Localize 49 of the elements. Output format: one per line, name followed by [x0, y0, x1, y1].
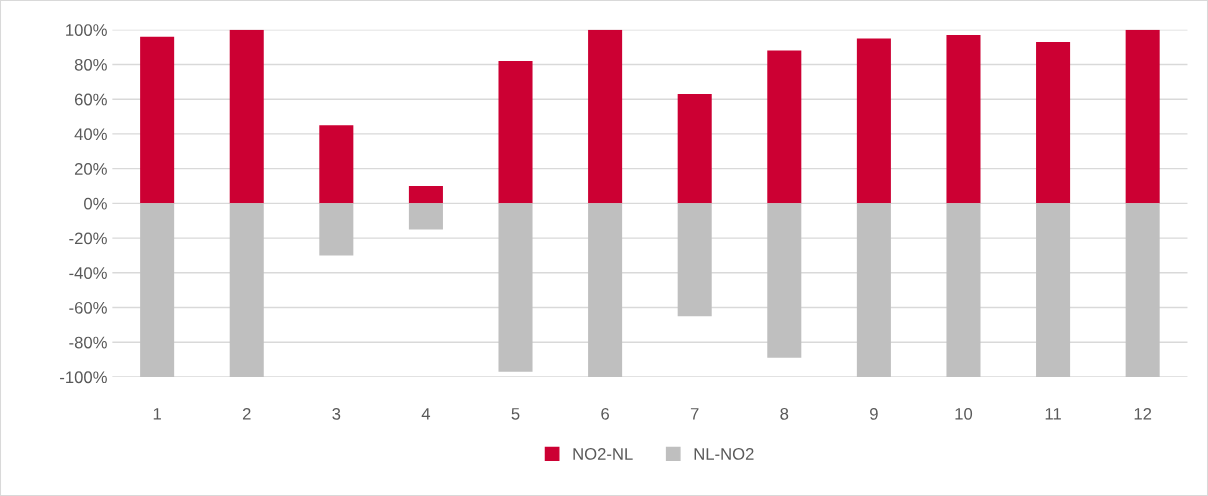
x-tick-label: 7: [690, 408, 699, 420]
bar: [1125, 29, 1160, 204]
x-tick-label: 2: [242, 407, 251, 420]
x-tick-label: 9: [870, 407, 878, 420]
bar: [588, 29, 623, 204]
legend-label: NL-NO2: [694, 448, 754, 460]
bar: [408, 186, 443, 204]
bar: [140, 36, 175, 204]
bar: [677, 203, 712, 317]
x-tick-label: 11: [1045, 408, 1061, 420]
y-tick-label: -20%: [69, 232, 107, 245]
bar: [229, 29, 264, 204]
bar: [498, 203, 533, 372]
bar: [498, 61, 533, 204]
bar: [408, 203, 443, 230]
y-tick-label: -80%: [69, 336, 107, 349]
x-tick-label: 5: [511, 408, 520, 420]
x-tick-label: 6: [601, 407, 610, 420]
y-tick-label: 0%: [84, 197, 107, 210]
bar: [856, 203, 891, 377]
bar: [319, 125, 354, 204]
y-tick-label: 100%: [66, 24, 107, 36]
bar: [1036, 203, 1071, 377]
bar: [856, 38, 891, 204]
bar: [767, 50, 802, 204]
y-tick-label: -60%: [69, 301, 107, 314]
bar: [1125, 203, 1160, 377]
y-tick-label: 80%: [74, 58, 107, 71]
bar: [946, 34, 981, 204]
x-tick-label: 8: [780, 407, 789, 420]
x-tick-label: 3: [332, 407, 341, 420]
x-tick-label: 12: [1134, 407, 1152, 420]
x-tick-label: 4: [421, 408, 431, 420]
bar: [140, 203, 175, 377]
bar: [946, 203, 981, 377]
bar: [1036, 41, 1071, 204]
x-tick-label: 1: [153, 408, 161, 420]
y-tick-label: 60%: [74, 93, 107, 106]
y-tick-label: -100%: [60, 371, 107, 384]
bar: [319, 203, 354, 256]
bar: [588, 203, 623, 377]
y-tick-label: -40%: [69, 267, 107, 279]
bar: [767, 203, 802, 358]
legend-label: NO2-NL: [573, 448, 633, 460]
bar: [677, 93, 712, 204]
bar: [229, 203, 264, 377]
x-tick-label: 10: [955, 407, 973, 420]
y-tick-label: 20%: [74, 163, 107, 175]
y-tick-label: 40%: [74, 128, 107, 141]
